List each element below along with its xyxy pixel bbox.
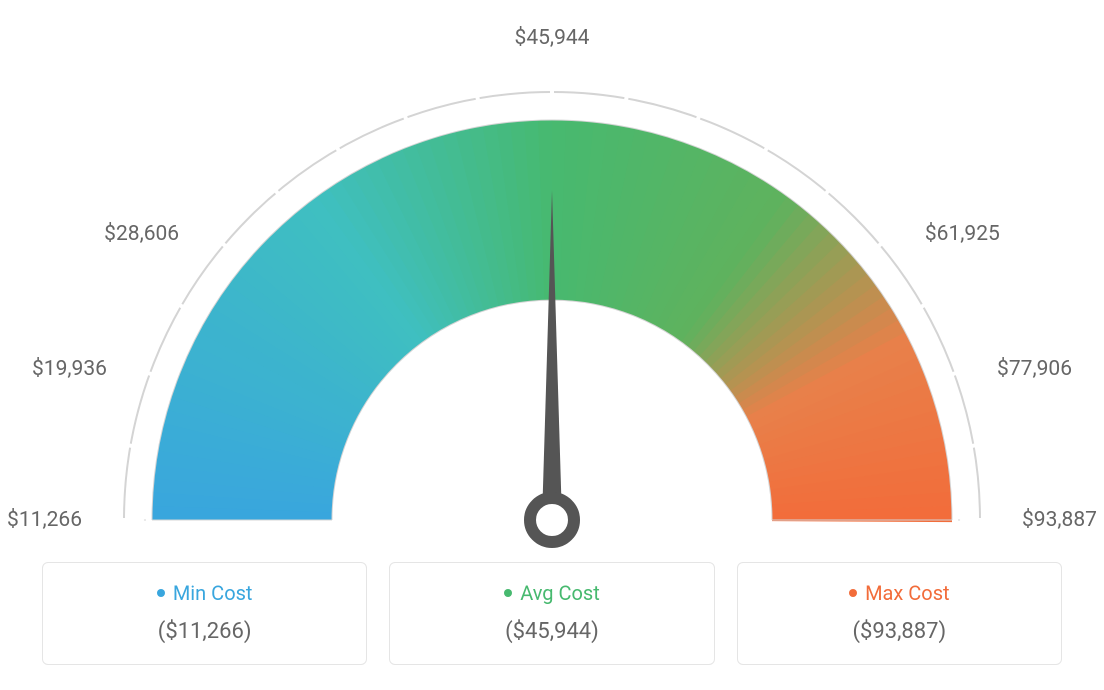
min-cost-value: ($11,266) xyxy=(53,619,356,644)
min-cost-title-row: Min Cost xyxy=(157,581,253,605)
avg-cost-card: Avg Cost ($45,944) xyxy=(389,562,714,665)
gauge-tick-label: $93,887 xyxy=(1022,508,1097,532)
max-cost-title: Max Cost xyxy=(865,581,950,605)
cost-gauge: $11,266$19,936$28,606$45,944$61,925$77,9… xyxy=(22,20,1082,550)
max-cost-value: ($93,887) xyxy=(748,619,1051,644)
min-cost-dot-icon xyxy=(157,589,165,597)
gauge-tick-label: $45,944 xyxy=(515,26,590,50)
max-cost-card: Max Cost ($93,887) xyxy=(737,562,1062,665)
avg-cost-title: Avg Cost xyxy=(520,581,600,605)
min-cost-title: Min Cost xyxy=(173,581,253,605)
max-cost-title-row: Max Cost xyxy=(849,581,950,605)
gauge-svg xyxy=(22,20,1082,550)
gauge-tick-label: $11,266 xyxy=(7,508,82,532)
avg-cost-value: ($45,944) xyxy=(400,619,703,644)
gauge-tick-label: $77,906 xyxy=(997,357,1072,381)
summary-cards: Min Cost ($11,266) Avg Cost ($45,944) Ma… xyxy=(42,562,1062,665)
min-cost-card: Min Cost ($11,266) xyxy=(42,562,367,665)
gauge-tick-label: $19,936 xyxy=(32,357,107,381)
max-cost-dot-icon xyxy=(849,589,857,597)
avg-cost-dot-icon xyxy=(504,589,512,597)
gauge-tick-label: $28,606 xyxy=(104,222,179,246)
avg-cost-title-row: Avg Cost xyxy=(504,581,600,605)
gauge-tick-label: $61,925 xyxy=(925,222,1000,246)
